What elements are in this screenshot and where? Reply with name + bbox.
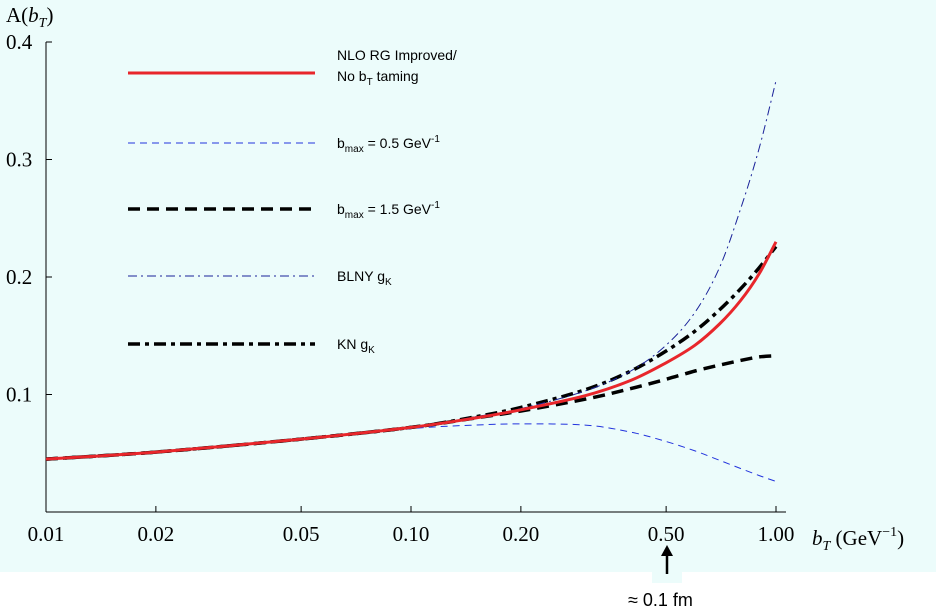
y-tick-label: 0.4 bbox=[6, 30, 33, 54]
x-tick-label: 0.01 bbox=[28, 522, 65, 546]
x-tick-label: 0.50 bbox=[648, 522, 685, 546]
y-axis-label: A(bT) bbox=[6, 3, 53, 31]
legend-label-nlo-line1: NLO RG Improved/ bbox=[337, 47, 457, 63]
y-tick-label: 0.3 bbox=[6, 148, 32, 172]
series-group bbox=[45, 80, 778, 482]
plot-panel bbox=[0, 0, 936, 572]
legend-label-blny: BLNY gK bbox=[337, 268, 392, 288]
y-tick-label: 0.2 bbox=[6, 265, 32, 289]
x-tick-label: 0.02 bbox=[138, 522, 175, 546]
y-tick-label: 0.1 bbox=[6, 383, 32, 407]
series-line-nlo bbox=[45, 241, 778, 461]
annotation-label: ≈ 0.1 fm bbox=[628, 590, 693, 610]
tick-group: 0.01 0.02 0.05 0.10 0.20 0.50 1.00 0.1 0.2 0.3 0.4 bbox=[6, 30, 794, 546]
x-tick-label: 1.00 bbox=[758, 522, 795, 546]
legend: NLO RG Improved/ No bT taming bmax = 0.5… bbox=[128, 47, 457, 356]
x-tick-label: 0.05 bbox=[283, 522, 320, 546]
x-axis-label: bT (GeV−1) bbox=[812, 525, 904, 554]
legend-label-bmax05: bmax = 0.5 GeV-1 bbox=[337, 134, 440, 155]
up-arrow-icon bbox=[661, 545, 673, 574]
x-tick-label: 0.10 bbox=[393, 522, 430, 546]
chart-svg: 0.01 0.02 0.05 0.10 0.20 0.50 1.00 0.1 0.2 0.3 0.4… bbox=[6, 3, 904, 574]
x-tick-label: 0.20 bbox=[503, 522, 540, 546]
series-line-kn bbox=[45, 245, 778, 461]
legend-label-nlo-line2: No bT taming bbox=[337, 68, 419, 88]
series-line-bmax15 bbox=[45, 353, 777, 461]
legend-label-bmax15: bmax = 1.5 GeV-1 bbox=[337, 200, 440, 221]
legend-label-kn: KN gK bbox=[337, 336, 375, 356]
